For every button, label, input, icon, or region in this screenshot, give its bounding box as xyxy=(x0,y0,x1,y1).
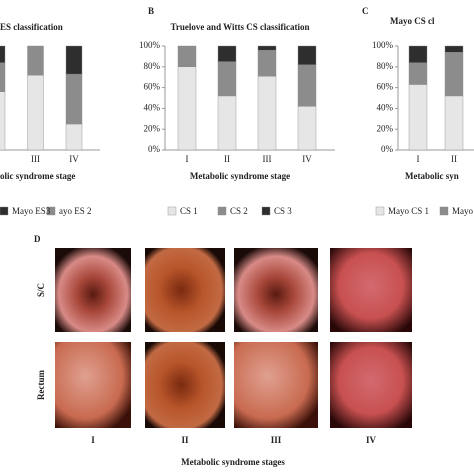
legend-label: Mayo ES3 xyxy=(12,206,51,216)
legend-swatch xyxy=(217,206,227,216)
y-tick-label: 0% xyxy=(381,144,394,154)
bar-segment xyxy=(0,62,6,92)
legend-swatch xyxy=(375,206,385,216)
panel-label: D xyxy=(34,234,41,244)
legend-swatch xyxy=(167,206,177,216)
legend-swatch xyxy=(261,206,271,216)
x-tick-label: II xyxy=(224,154,230,164)
legend-label: CS 3 xyxy=(274,206,292,216)
bar-segment xyxy=(444,52,464,97)
y-tick-label: 100% xyxy=(372,40,394,50)
y-tick-label: 20% xyxy=(144,123,161,133)
image xyxy=(234,248,318,332)
x-axis-label: Metabolic syn xyxy=(405,171,459,181)
bar-segment xyxy=(297,106,317,151)
column-label: I xyxy=(91,435,95,445)
image xyxy=(145,248,225,332)
bar-segment xyxy=(444,95,464,151)
bar-segment xyxy=(65,73,83,125)
x-tick-label: III xyxy=(31,154,40,164)
legend-label: ayo ES 2 xyxy=(59,206,92,216)
bar-segment xyxy=(27,45,44,76)
bar-segment xyxy=(0,91,6,151)
bar-segment xyxy=(408,84,428,151)
x-tick-label: IV xyxy=(69,154,79,164)
y-tick-label: 80% xyxy=(377,61,394,71)
bar-segment xyxy=(217,95,237,151)
x-tick-label: IV xyxy=(302,154,312,164)
x-tick-label: I xyxy=(186,154,189,164)
image xyxy=(55,248,131,332)
y-tick-label: 40% xyxy=(144,102,161,112)
image xyxy=(330,248,412,332)
bar-segment xyxy=(297,64,317,107)
x-tick-label: I xyxy=(417,154,420,164)
y-tick-label: 80% xyxy=(144,61,161,71)
legend-swatch xyxy=(46,206,56,216)
panel-label: C xyxy=(362,6,369,16)
chart-title: ES classification xyxy=(0,22,63,32)
y-tick-label: 40% xyxy=(377,102,394,112)
legend-swatch xyxy=(439,206,449,216)
legend-label: CS 1 xyxy=(180,206,198,216)
y-tick-label: 20% xyxy=(377,123,394,133)
bar-segment xyxy=(65,45,83,75)
image xyxy=(55,342,131,428)
y-tick-label: 60% xyxy=(144,82,161,92)
bar-segment xyxy=(257,75,277,151)
legend-label: Mayo xyxy=(452,206,473,216)
image xyxy=(145,342,225,428)
column-label: III xyxy=(271,435,282,445)
y-tick-label: 100% xyxy=(139,40,161,50)
panel-label: B xyxy=(148,6,154,16)
bar-segment xyxy=(177,66,197,151)
x-axis-label: Metabolic syndrome stage xyxy=(190,171,290,181)
x-tick-label: II xyxy=(451,154,457,164)
bar-segment xyxy=(65,123,83,151)
legend-swatch xyxy=(0,206,9,216)
bar-segment xyxy=(257,45,277,51)
bar-segment xyxy=(177,45,197,67)
bar-segment xyxy=(408,45,428,63)
bar-segment xyxy=(0,45,6,63)
bar-segment xyxy=(217,45,237,62)
chart-title: Mayo CS cl xyxy=(390,16,435,26)
bar-segment xyxy=(217,61,237,97)
y-tick-label: 0% xyxy=(148,144,161,154)
x-axis-label: olic syndrome stage xyxy=(0,171,75,181)
bar-segment xyxy=(408,62,428,85)
endoscopy-images xyxy=(55,248,412,428)
bar-segment xyxy=(444,45,464,53)
row-label: S/C xyxy=(36,283,46,297)
y-tick-label: 60% xyxy=(377,82,394,92)
bar-segment xyxy=(297,45,317,65)
bar-segment xyxy=(257,49,277,77)
x-axis-label: Metabolic syndrome stages xyxy=(181,457,285,467)
x-tick-label: III xyxy=(263,154,272,164)
bar-segment xyxy=(27,74,44,151)
chart-title: Truelove and Witts CS classification xyxy=(170,22,309,32)
column-label: II xyxy=(181,435,189,445)
image xyxy=(234,342,318,428)
row-label: Rectum xyxy=(36,370,46,400)
legend-label: Mayo CS 1 xyxy=(388,206,429,216)
legend-label: CS 2 xyxy=(230,206,248,216)
column-label: IV xyxy=(366,435,377,445)
image xyxy=(330,342,412,428)
